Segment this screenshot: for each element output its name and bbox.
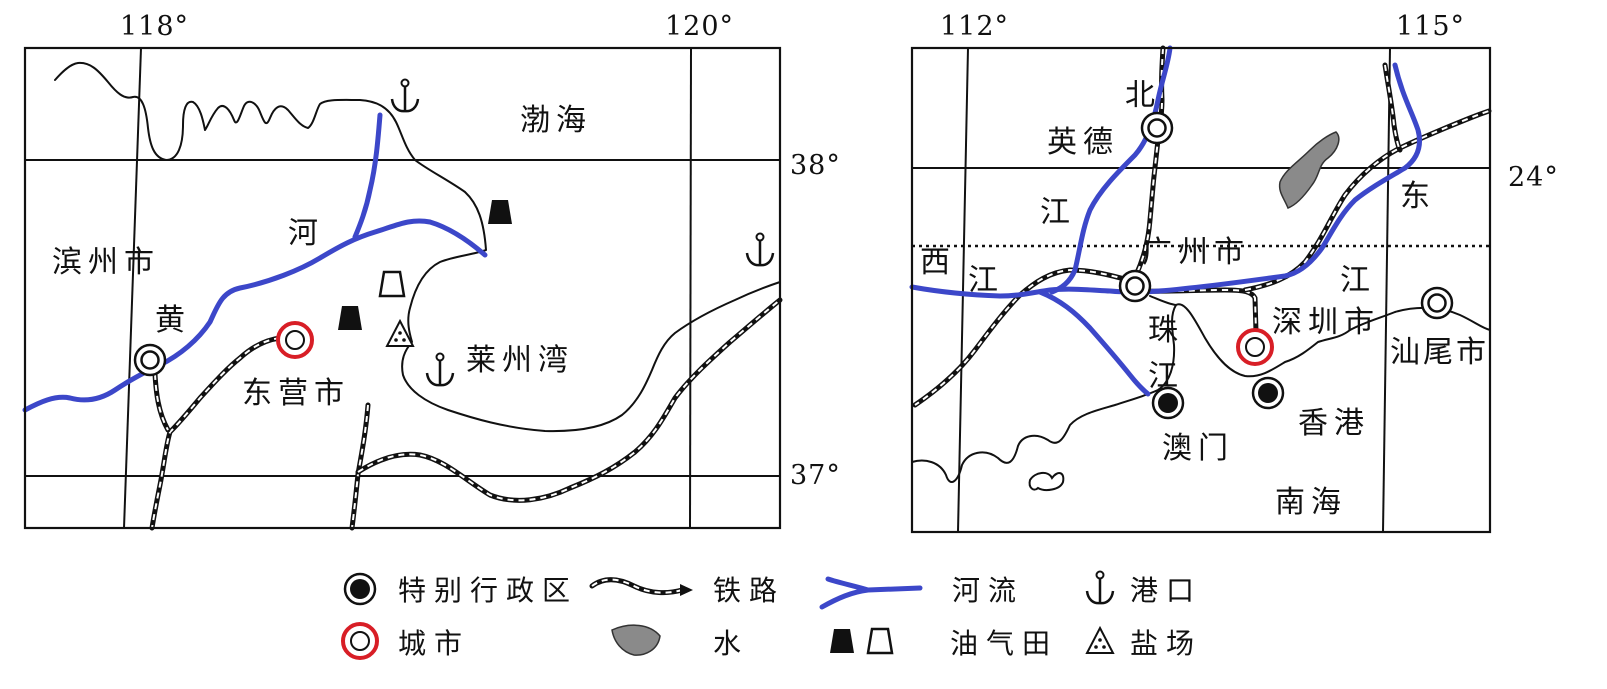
label-bohai: 渤海 (520, 103, 592, 138)
right-map: 112° 115° 24° 北 英德 江 东 广州市 西 江 江 珠 江 深圳市… (909, 11, 1559, 534)
meridian-118 (123, 47, 142, 529)
port-laizhou-icon (425, 352, 455, 387)
legend-sar-label: 特别行政区 (398, 574, 578, 607)
railway-binzhou-south (155, 374, 168, 430)
label-binzhou: 滨州市 (52, 245, 160, 280)
legend-salt-field-icon (1086, 627, 1114, 654)
meridian-112 (957, 47, 969, 533)
left-map: 118° 120° 38° 37° 渤海 河 滨州市 黄 东营市 莱州湾 (22, 11, 841, 530)
right-map-frame (910, 46, 1492, 534)
right-coastline (911, 303, 1491, 484)
railway-dongying-south (152, 338, 280, 528)
oil-field-north-icon (488, 200, 512, 224)
oil-field-open-icon (378, 270, 406, 298)
label-hongkong: 香港 (1298, 406, 1370, 441)
left-railways (152, 300, 780, 528)
legend-water-icon (611, 624, 661, 656)
oil-field-west-icon (338, 306, 362, 330)
label-river-huang: 黄 (155, 303, 191, 338)
city-guangzhou-marker (1118, 269, 1152, 303)
legend: 特别行政区 铁路 河流 港口 城市 水 油气田 盐场 (341, 570, 1202, 660)
label-shenzhen: 深圳市 (1272, 305, 1380, 340)
right-longitude-112: 112° (940, 11, 1009, 42)
legend-river-icon (819, 576, 923, 610)
city-yingde-marker (1140, 111, 1174, 145)
label-zhu: 珠 (1148, 313, 1184, 348)
legend-oil-field-open-icon (866, 627, 894, 655)
yellow-river (22, 218, 488, 413)
label-dong: 东 (1400, 179, 1436, 214)
city-shenzhen-marker (1236, 328, 1274, 366)
legend-railway-icon (592, 580, 693, 596)
label-xi: 西 (920, 245, 956, 280)
estuary-north-shore (1149, 295, 1177, 306)
label-macau: 澳门 (1162, 431, 1234, 466)
legend-oil-gas-field-label: 油气田 (950, 627, 1058, 660)
legend-railway-label: 铁路 (713, 574, 785, 607)
left-map-frame (23, 46, 782, 530)
right-longitude-115: 115° (1396, 11, 1465, 42)
city-shanwei-marker (1420, 286, 1454, 320)
label-jiang-north: 江 (1040, 195, 1076, 230)
left-longitude-120: 120° (665, 11, 734, 42)
label-bei: 北 (1125, 78, 1161, 113)
legend-city-icon (341, 622, 379, 660)
label-south-sea: 南海 (1275, 485, 1347, 520)
city-binzhou-marker (133, 343, 167, 377)
right-latitude-24: 24° (1508, 162, 1559, 193)
legend-port-icon (1085, 570, 1115, 605)
port-east-icon (745, 232, 775, 267)
legend-salt-field-label: 盐场 (1130, 627, 1202, 660)
label-laizhou-bay: 莱州湾 (466, 343, 574, 378)
pearl-river (1037, 289, 1151, 397)
label-guangzhou: 广州市 (1142, 235, 1250, 270)
label-jiang-west: 江 (968, 263, 1004, 298)
legend-port-label: 港口 (1130, 574, 1202, 607)
port-north-icon (390, 78, 420, 113)
label-dongying: 东营市 (242, 376, 350, 411)
label-river-he: 河 (288, 216, 324, 251)
left-latitude-38: 38° (790, 150, 841, 181)
legend-water-label: 水 (713, 627, 749, 660)
label-jiang-pearl: 江 (1148, 359, 1184, 394)
legend-river-label: 河流 (952, 574, 1024, 607)
meridian-115 (1382, 47, 1391, 533)
meridian-120 (689, 47, 692, 529)
legend-city-label: 城市 (398, 627, 470, 660)
left-longitude-118: 118° (120, 11, 189, 42)
yellow-river-north-branch (352, 112, 383, 240)
left-latitude-37: 37° (790, 460, 841, 491)
city-dongying-marker (276, 321, 314, 359)
label-shanwei: 汕尾市 (1390, 335, 1489, 370)
left-coastline (54, 61, 781, 433)
island-west (1028, 472, 1065, 491)
legend-sar-icon (343, 572, 377, 606)
north-river (1049, 45, 1173, 295)
water-reservoir (1278, 131, 1340, 209)
east-river (1132, 62, 1422, 295)
label-yingde: 英德 (1047, 125, 1119, 160)
sar-hongkong-marker (1251, 376, 1285, 410)
legend-oil-field-filled-icon (830, 629, 854, 653)
railway-coastal-east (358, 300, 780, 500)
label-jiang-east: 江 (1340, 263, 1376, 298)
west-river (909, 284, 1138, 299)
